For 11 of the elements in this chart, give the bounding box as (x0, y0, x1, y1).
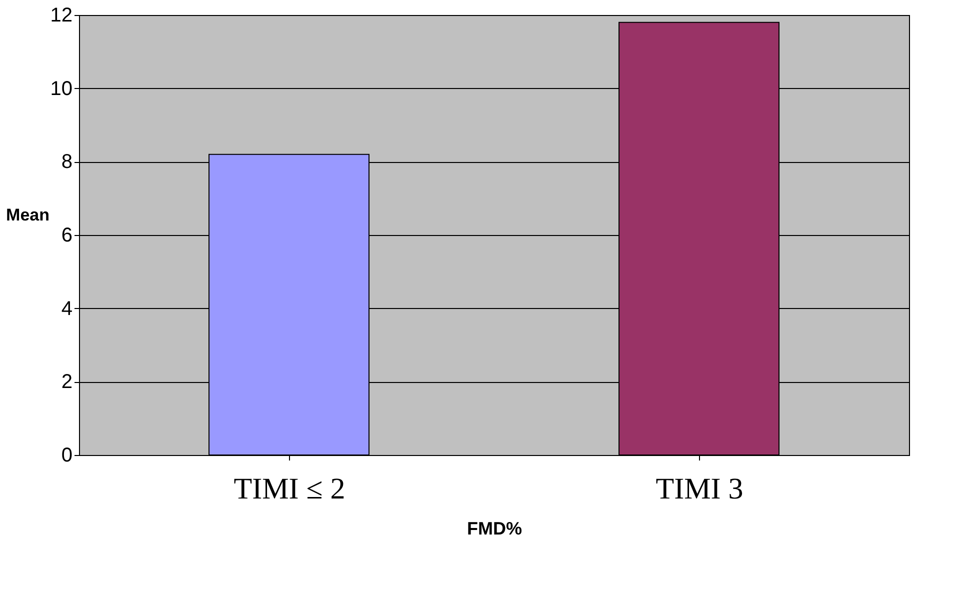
y-tick-label: 0 (61, 444, 72, 466)
y-tick-label: 2 (61, 371, 72, 394)
x-axis-title: FMD% (467, 518, 522, 538)
x-tick-label: TIMI 3 (656, 472, 744, 506)
y-tick-label: 4 (61, 298, 72, 320)
y-tick-label: 8 (61, 151, 72, 174)
y-tick-label: 6 (61, 224, 72, 246)
y-axis-title: Mean (6, 206, 50, 224)
y-tick-label: 10 (50, 78, 72, 100)
x-tick-label: TIMI ≤ 2 (234, 472, 346, 506)
y-tick-label: 12 (50, 4, 72, 26)
